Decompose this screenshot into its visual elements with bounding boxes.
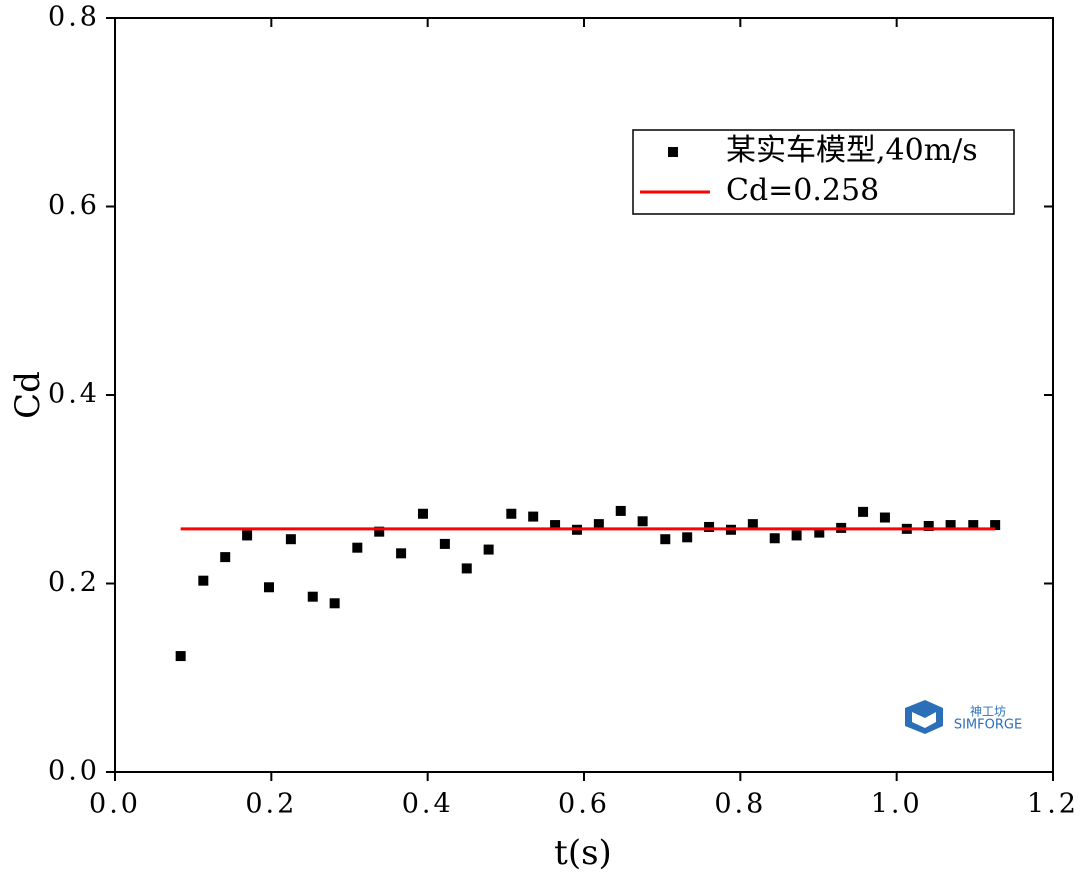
point: [175, 651, 186, 662]
watermark-logo-inner: [912, 712, 936, 728]
point: [483, 544, 494, 555]
legend-label: 某实车模型,40m/s: [726, 133, 978, 168]
y-tick-label: 0.0: [48, 756, 100, 787]
watermark-logo: [905, 700, 943, 734]
point: [285, 534, 296, 545]
y-tick-label: 0.8: [48, 2, 100, 33]
x-tick-label: 1.2: [1027, 789, 1079, 820]
point: [814, 527, 825, 538]
x-tick-label: 0.6: [558, 789, 610, 820]
point: [879, 512, 890, 523]
point: [858, 506, 869, 517]
x-tick-label: 0.8: [714, 789, 766, 820]
x-tick-label: 1.0: [871, 789, 923, 820]
point: [791, 530, 802, 541]
point: [769, 533, 780, 544]
y-axis-label: Cd: [8, 371, 48, 419]
point: [417, 508, 428, 519]
watermark-name: 神工坊: [970, 704, 1006, 719]
point: [352, 542, 363, 553]
point: [263, 582, 274, 593]
x-tick-label: 0.4: [402, 789, 454, 820]
watermark: 神工坊 SIMFORGE: [905, 700, 1022, 734]
x-axis-label: t(s): [554, 833, 612, 873]
legend-marker: [668, 147, 678, 157]
point: [242, 530, 253, 541]
y-tick-label: 0.6: [48, 190, 100, 221]
point: [220, 552, 231, 563]
point: [307, 591, 318, 602]
point: [615, 505, 626, 516]
point: [329, 598, 340, 609]
legend-box: [632, 129, 1015, 215]
point: [968, 520, 979, 531]
y-tick-label: 0.4: [48, 379, 100, 410]
point: [704, 521, 715, 532]
x-tick-label: 0.0: [89, 789, 141, 820]
point: [660, 534, 671, 545]
point: [198, 575, 209, 586]
point: [439, 538, 450, 549]
watermark-brand: SIMFORGE: [954, 718, 1022, 733]
point: [682, 532, 693, 543]
point: [990, 520, 1001, 531]
y-tick-label: 0.2: [48, 567, 100, 598]
point: [374, 526, 385, 537]
point: [528, 511, 539, 522]
point: [945, 520, 956, 531]
point: [550, 520, 561, 531]
point: [593, 519, 604, 530]
point: [461, 563, 472, 574]
point: [637, 516, 648, 527]
point: [923, 521, 934, 532]
point: [747, 519, 758, 530]
point: [396, 548, 407, 559]
point: [506, 508, 517, 519]
legend-label: Cd=0.258: [726, 173, 879, 208]
x-tick-label: 0.2: [245, 789, 297, 820]
